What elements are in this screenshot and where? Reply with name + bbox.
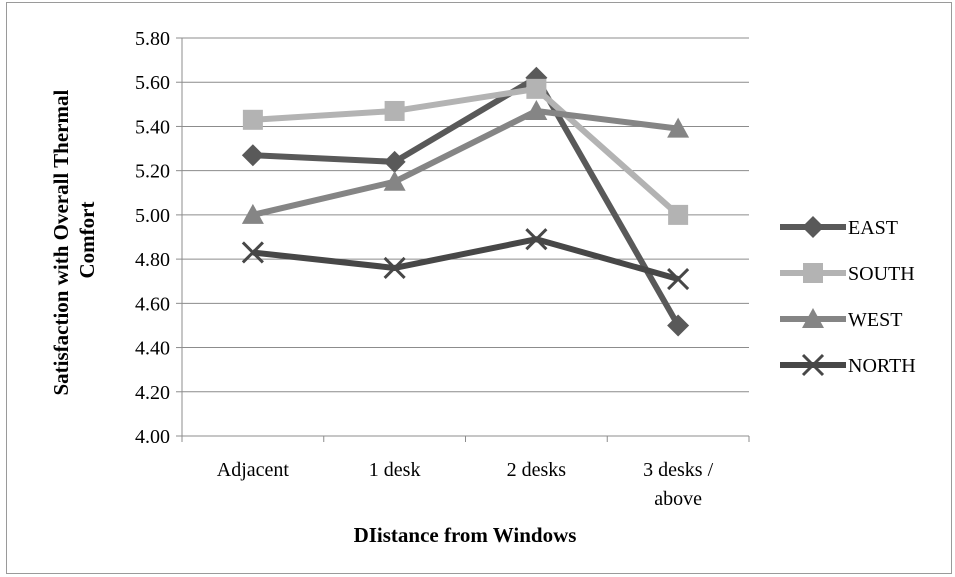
gridlines: [182, 37, 749, 393]
x-tick-label: 1 desk: [369, 459, 421, 481]
y-axis-title-line-2: Comfort: [75, 202, 99, 279]
y-tick-label: 4.60: [135, 293, 170, 315]
south-data-point: [384, 100, 405, 121]
axes: 4.00 4.20 4.40 4.60 4.80 5.00 5.20 5.40 5.60 5.80…: [135, 28, 750, 510]
east-series-line: [252, 74, 681, 327]
east-data-point: [667, 314, 690, 337]
legend-item-west: WEST: [780, 308, 902, 331]
south-data-point: [526, 78, 547, 99]
south-data-point: [242, 109, 263, 130]
legend-label: WEST: [848, 309, 902, 331]
y-axis-title-line-1: Satisfaction with Overall Thermal: [49, 90, 73, 396]
east-data-point: [241, 144, 264, 167]
legend-item-east: EAST: [780, 216, 898, 239]
legend: EAST SOUTH WEST NORTH: [780, 216, 916, 377]
y-tick-label: 5.80: [135, 28, 170, 50]
legend-marker: [803, 263, 823, 283]
series-lines: [241, 66, 690, 337]
y-tick-label: 4.20: [135, 382, 170, 404]
y-axis-title: Satisfaction with Overall Thermal Comfor…: [49, 84, 99, 395]
legend-label: SOUTH: [848, 263, 915, 285]
legend-marker: [802, 216, 824, 238]
north-data-point: [241, 241, 264, 264]
y-tick-label: 5.20: [135, 161, 170, 183]
legend-item-north: NORTH: [780, 353, 916, 377]
east-data-point: [383, 150, 406, 173]
x-tick-label: Adjacent: [217, 459, 290, 481]
west-data-point: [383, 170, 406, 191]
south-series-line: [252, 85, 681, 218]
y-tick-label: 5.40: [135, 116, 170, 138]
x-tick-label: 2 desks: [507, 459, 567, 481]
legend-label: EAST: [848, 217, 898, 239]
y-tick-label: 5.60: [135, 72, 170, 94]
south-data-point: [668, 204, 689, 225]
legend-label: NORTH: [848, 355, 916, 377]
north-data-point: [667, 267, 690, 291]
west-data-point: [667, 117, 690, 138]
y-tick-label: 5.00: [135, 205, 170, 227]
x-axis-title: DIistance from Windows: [354, 523, 577, 547]
legend-marker: [802, 308, 824, 328]
x-tick-label: 3 desks / above: [643, 459, 713, 510]
north-series-line: [252, 236, 679, 282]
y-tick-label: 4.80: [135, 249, 170, 271]
west-series-line: [252, 107, 679, 218]
west-data-point: [241, 203, 264, 224]
legend-item-south: SOUTH: [780, 263, 915, 285]
north-data-point: [383, 256, 406, 280]
west-data-point: [525, 99, 548, 120]
legend-marker: [801, 353, 825, 377]
y-tick-label: 4.40: [135, 338, 170, 360]
north-data-point: [525, 228, 548, 251]
y-tick-label: 4.00: [135, 426, 170, 448]
